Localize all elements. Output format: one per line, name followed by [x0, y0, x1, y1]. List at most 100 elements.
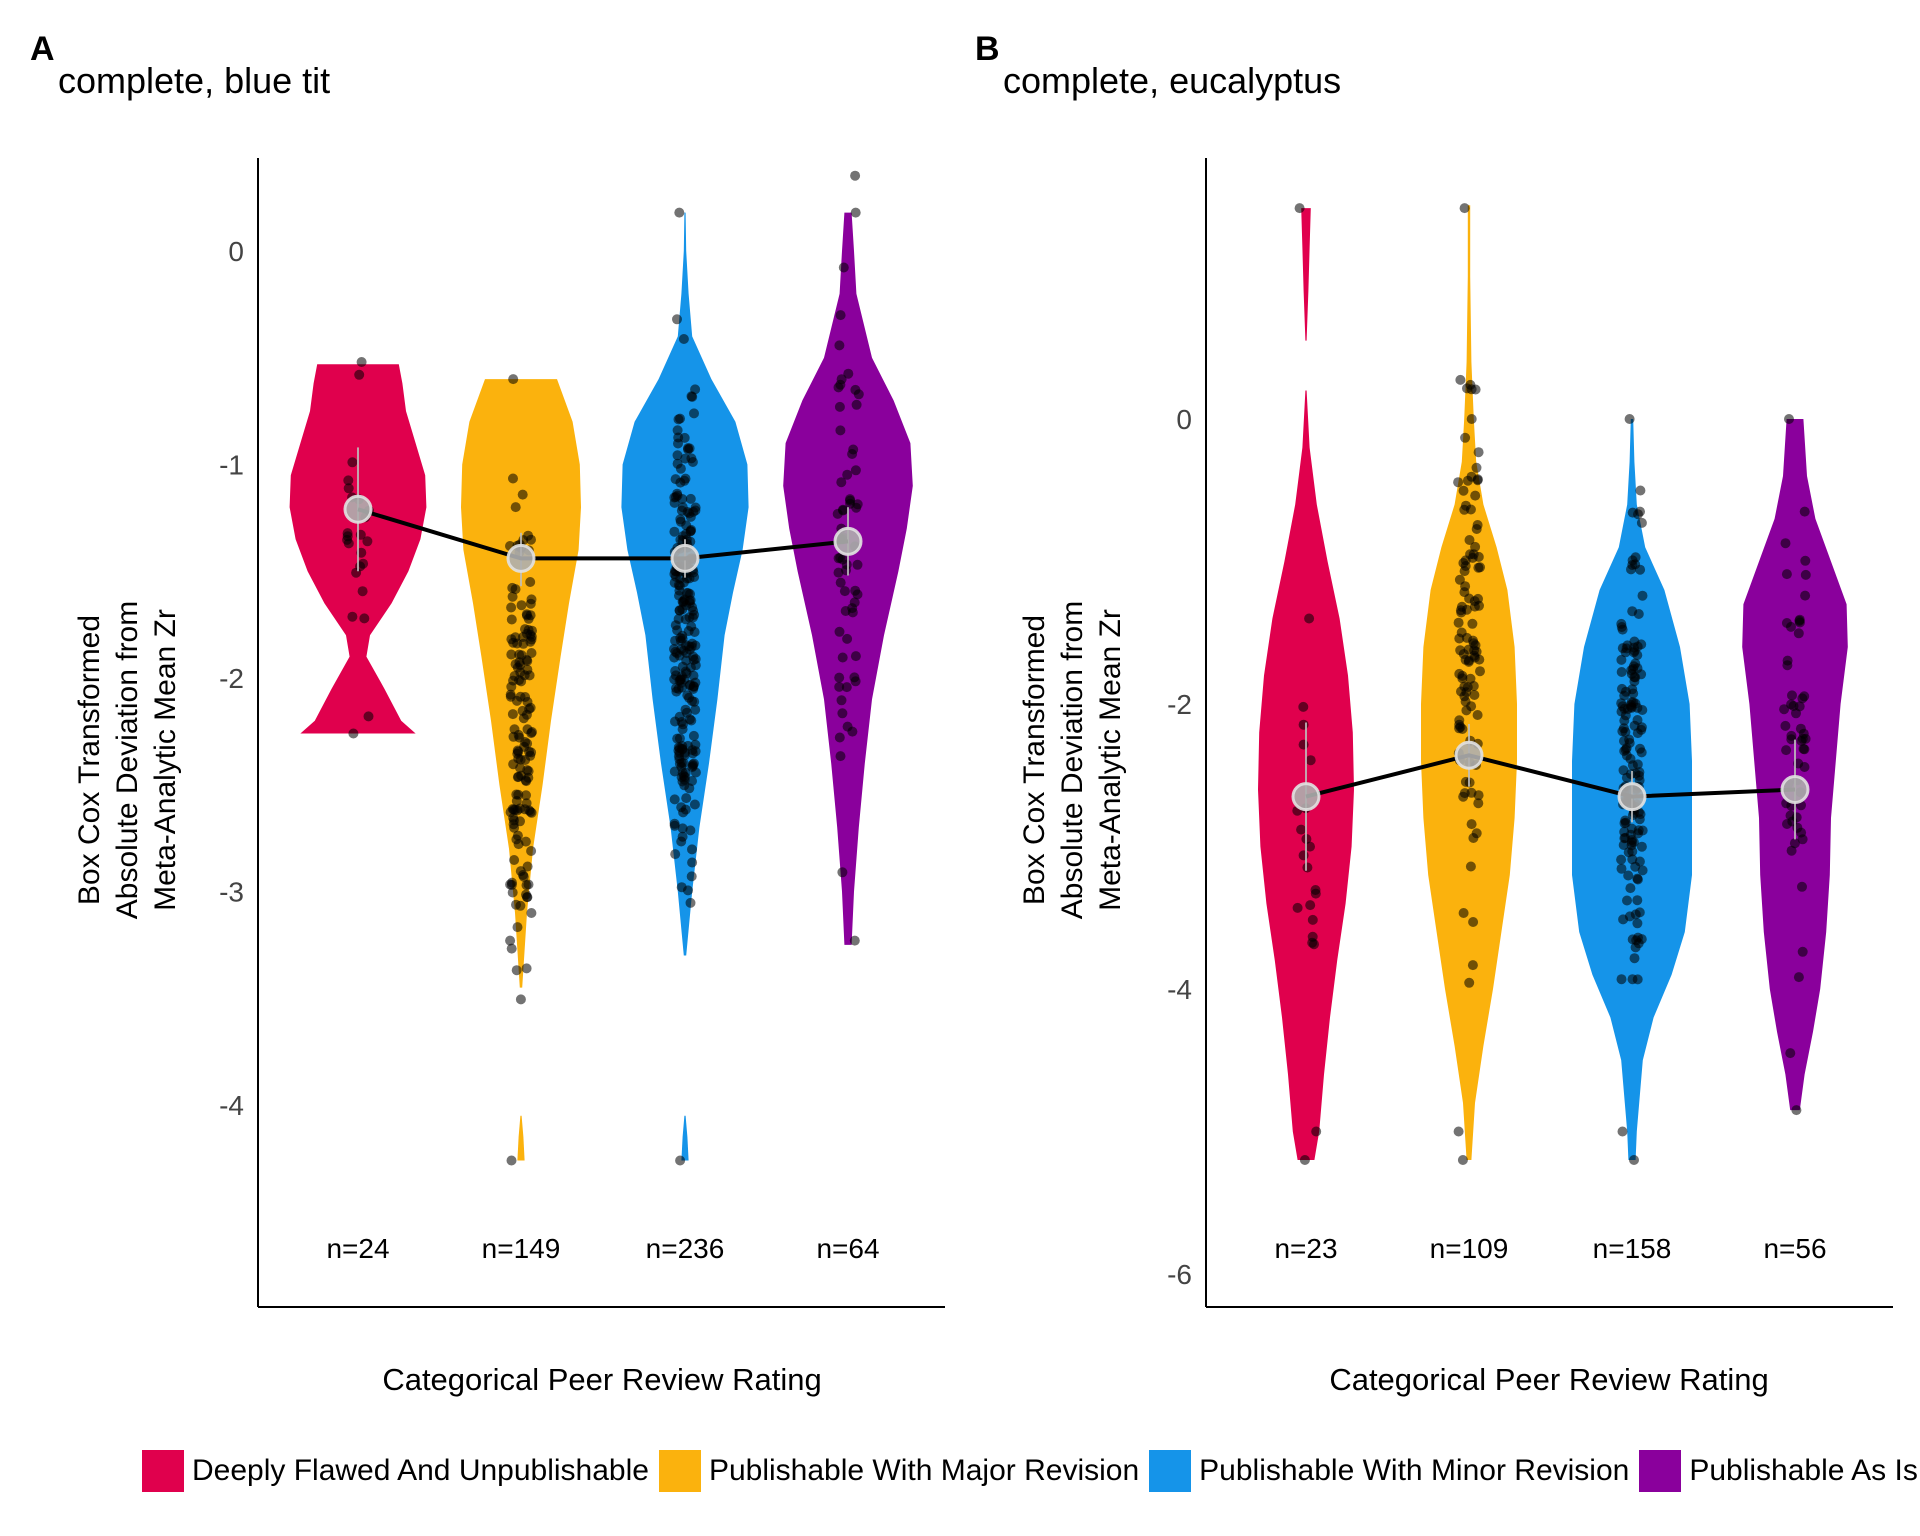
- count-label: n=24: [326, 1233, 389, 1264]
- data-point: [689, 408, 699, 419]
- data-point: [834, 340, 845, 351]
- data-point: [677, 831, 688, 842]
- data-point: [1466, 819, 1477, 830]
- data-point: [687, 391, 698, 402]
- count-label: n=149: [482, 1233, 561, 1264]
- data-point: [521, 963, 532, 974]
- data-point: [670, 849, 681, 860]
- data-point: [1782, 660, 1793, 671]
- data-point: [837, 867, 848, 878]
- data-point: [1799, 744, 1810, 755]
- mean-marker: [343, 494, 373, 524]
- data-point: [1800, 590, 1811, 601]
- data-point: [1620, 815, 1631, 826]
- data-point: [677, 724, 688, 735]
- data-point: [835, 310, 846, 321]
- data-point: [1458, 485, 1469, 496]
- mean-line: [1305, 753, 1796, 799]
- data-point: [1797, 881, 1807, 892]
- data-point: [1464, 593, 1475, 604]
- data-point: [1465, 673, 1476, 684]
- data-point: [520, 755, 531, 765]
- mean-marker: [833, 526, 863, 556]
- data-point: [678, 334, 689, 344]
- data-point: [525, 598, 536, 609]
- data-point: [1637, 590, 1648, 601]
- data-point: [509, 671, 520, 681]
- data-point: [677, 776, 688, 787]
- data-point: [669, 820, 680, 831]
- data-point: [509, 724, 520, 735]
- data-point: [1624, 414, 1635, 424]
- panel-a-plot: 0 -1 -2 -3 -4 n=24 n=149 n=236 n=64: [219, 158, 945, 1308]
- mean-marker: [1454, 740, 1484, 770]
- data-point: [508, 473, 518, 484]
- data-point: [670, 635, 681, 646]
- data-point: [1636, 669, 1647, 680]
- data-point: [512, 922, 523, 933]
- data-point: [508, 819, 519, 830]
- data-point: [1781, 618, 1792, 628]
- violin-tail: [681, 1115, 689, 1161]
- data-point: [686, 715, 697, 726]
- data-point: [1472, 710, 1483, 720]
- data-point: [669, 794, 680, 805]
- data-point: [673, 751, 684, 762]
- panel-a-title: complete, blue tit: [58, 60, 331, 101]
- data-point: [1473, 798, 1484, 809]
- data-point: [351, 567, 362, 578]
- data-point: [357, 586, 368, 597]
- data-point: [850, 651, 861, 662]
- data-point: [1632, 728, 1643, 739]
- legend-item: Deeply Flawed And Unpublishable: [142, 1450, 649, 1492]
- panel-b-plot: 0 -2 -4 -6 n=23 n=109 n=158 n=56: [1167, 158, 1893, 1308]
- data-point: [1298, 719, 1309, 730]
- data-point: [514, 732, 525, 743]
- data-point: [687, 776, 697, 786]
- data-point: [838, 262, 849, 273]
- data-point: [518, 871, 529, 882]
- data-point: [1779, 704, 1790, 715]
- data-point: [850, 207, 861, 218]
- data-point: [523, 530, 534, 541]
- data-point: [1625, 883, 1636, 894]
- data-point: [1466, 414, 1477, 424]
- legend-swatch: [1149, 1450, 1192, 1492]
- data-point: [1459, 504, 1470, 515]
- data-point: [512, 662, 523, 673]
- data-point: [1298, 701, 1309, 712]
- data-point: [510, 502, 521, 513]
- data-point: [1453, 617, 1464, 628]
- data-point: [688, 654, 699, 665]
- data-point: [521, 609, 532, 620]
- data-point: [1617, 701, 1628, 712]
- data-point: [851, 502, 862, 513]
- data-point: [1635, 564, 1646, 575]
- data-point: [1296, 824, 1307, 835]
- data-point: [1310, 888, 1321, 899]
- data-point: [1784, 414, 1794, 424]
- data-point: [1470, 490, 1481, 501]
- data-point: [674, 733, 685, 744]
- data-point: [1469, 601, 1480, 612]
- data-point: [1472, 520, 1483, 530]
- data-point: [1633, 609, 1644, 619]
- data-point: [506, 602, 517, 613]
- data-point: [687, 844, 697, 855]
- data-point: [687, 612, 698, 623]
- data-point: [1616, 667, 1627, 677]
- data-point: [342, 528, 353, 539]
- data-point: [1466, 787, 1477, 798]
- data-point: [1616, 863, 1627, 874]
- legend-item: Publishable With Major Revision: [658, 1450, 1139, 1492]
- data-point: [1305, 755, 1316, 766]
- data-point: [690, 746, 701, 757]
- data-point: [836, 374, 847, 385]
- data-point: [1635, 485, 1646, 496]
- data-point: [1459, 681, 1470, 692]
- data-point: [842, 633, 853, 644]
- data-point: [1793, 972, 1804, 983]
- data-point: [1617, 1126, 1628, 1137]
- data-point: [669, 766, 680, 777]
- data-point: [852, 589, 863, 600]
